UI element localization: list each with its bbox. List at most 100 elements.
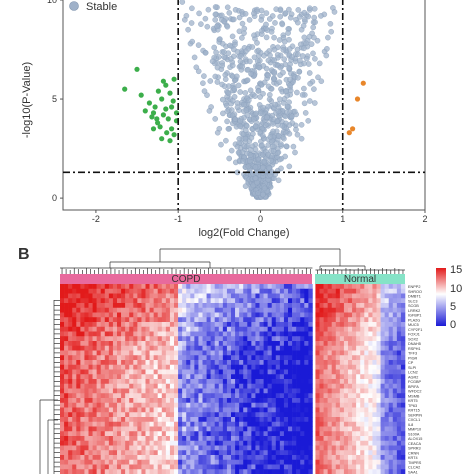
heatmap-cell	[186, 412, 191, 418]
heatmap-cell	[356, 383, 361, 389]
heatmap-cell	[247, 322, 252, 328]
heatmap-cell	[343, 436, 349, 442]
heatmap-cell	[72, 322, 77, 328]
heatmap-cell	[222, 345, 228, 351]
heatmap-cell	[396, 426, 402, 432]
heatmap-cell	[157, 459, 163, 465]
heatmap-cell	[68, 398, 73, 404]
heatmap-cell	[198, 402, 203, 408]
stable-point	[289, 54, 295, 60]
gene-label: TFF3	[408, 352, 417, 356]
heatmap-cell	[384, 326, 390, 332]
heatmap-cell	[214, 369, 220, 375]
heatmap-cell	[356, 450, 361, 456]
stable-point	[237, 89, 243, 95]
heatmap-cell	[304, 455, 309, 461]
heatmap-cell	[169, 288, 175, 294]
heatmap-cell	[198, 322, 203, 328]
heatmap-cell	[60, 322, 65, 328]
heatmap-cell	[112, 364, 118, 370]
heatmap-cell	[96, 284, 102, 290]
heatmap-cell	[279, 450, 285, 456]
heatmap-cell	[308, 293, 313, 299]
heatmap-cell	[76, 374, 81, 380]
heatmap-cell	[149, 364, 154, 370]
heatmap-cell	[165, 312, 171, 318]
heatmap-cell	[190, 436, 195, 442]
heatmap-cell	[133, 303, 138, 309]
heatmap-cell	[247, 383, 252, 389]
heatmap-cell	[288, 345, 293, 351]
heatmap-cell	[165, 412, 171, 418]
heatmap-cell	[60, 317, 65, 323]
heatmap-cell	[218, 360, 224, 366]
heatmap-cell	[161, 431, 167, 437]
heatmap-cell	[319, 364, 324, 370]
heatmap-cell	[153, 393, 159, 399]
heatmap-cell	[182, 288, 187, 294]
heatmap-cell	[283, 298, 289, 304]
heatmap-cell	[296, 469, 301, 474]
heatmap-cell	[92, 440, 97, 446]
heatmap-cell	[239, 284, 244, 290]
heatmap-cell	[315, 298, 320, 304]
heatmap-cell	[149, 317, 154, 323]
heatmap-cell	[315, 402, 320, 408]
heatmap-cell	[400, 379, 406, 385]
heatmap-cell	[348, 417, 353, 423]
heatmap-cell	[153, 383, 159, 389]
heatmap-cell	[380, 345, 385, 351]
heatmap-cell	[319, 317, 324, 323]
heatmap-cell	[117, 379, 122, 385]
heatmap-cell	[275, 360, 281, 366]
heatmap-cell	[319, 355, 324, 361]
heatmap-cell	[64, 350, 69, 356]
stable-point	[323, 52, 330, 59]
heatmap-cell	[88, 383, 93, 389]
heatmap-cell	[104, 326, 110, 332]
heatmap-cell	[235, 393, 240, 399]
heatmap-cell	[247, 374, 252, 380]
heatmap-cell	[239, 326, 244, 332]
heatmap-cell	[80, 360, 85, 366]
heatmap-cell	[348, 398, 353, 404]
heatmap-cell	[137, 469, 142, 474]
heatmap-cell	[368, 421, 373, 427]
heatmap-cell	[108, 369, 114, 375]
heatmap-cell	[64, 331, 69, 337]
heatmap-cell	[60, 293, 65, 299]
heatmap-cell	[100, 426, 106, 432]
heatmap-cell	[376, 369, 381, 375]
heatmap-cell	[226, 307, 232, 313]
heatmap-cell	[153, 350, 159, 356]
heatmap-cell	[121, 412, 126, 418]
heatmap-cell	[339, 350, 345, 356]
heatmap-cell	[356, 322, 361, 328]
heatmap-cell	[343, 326, 349, 332]
heatmap-cell	[100, 317, 106, 323]
heatmap-cell	[263, 379, 268, 385]
heatmap-cell	[112, 421, 118, 427]
heatmap-cell	[165, 317, 171, 323]
heatmap-cell	[129, 459, 134, 465]
heatmap-cell	[348, 284, 353, 290]
heatmap-cell	[259, 464, 264, 470]
heatmap-cell	[292, 284, 297, 290]
heatmap-cell	[218, 364, 224, 370]
heatmap-cell	[380, 355, 385, 361]
heatmap-cell	[141, 350, 146, 356]
heatmap-cell	[210, 426, 216, 432]
heatmap-cell	[137, 303, 142, 309]
heatmap-cell	[304, 388, 309, 394]
stable-point	[280, 69, 286, 76]
stable-point	[254, 40, 260, 46]
stable-point	[242, 127, 249, 134]
heatmap-cell	[243, 398, 248, 404]
heatmap-cell	[202, 360, 207, 366]
heatmap-cell	[72, 407, 77, 413]
heatmap-cell	[283, 455, 289, 461]
heatmap-cell	[226, 407, 232, 413]
heatmap-cell	[92, 298, 97, 304]
stable-point	[301, 9, 308, 16]
heatmap-cell	[292, 350, 297, 356]
